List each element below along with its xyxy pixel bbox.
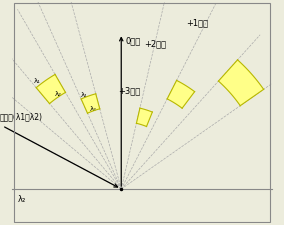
Text: λ₂: λ₂ [18, 195, 26, 204]
Polygon shape [218, 60, 264, 106]
Polygon shape [81, 94, 100, 113]
Text: λ₂: λ₂ [55, 91, 62, 97]
Text: +1次光: +1次光 [186, 18, 208, 27]
Polygon shape [167, 80, 195, 108]
Text: λ₁: λ₁ [80, 92, 87, 98]
Text: 0次光: 0次光 [125, 36, 140, 45]
Polygon shape [136, 108, 152, 126]
Text: λ₂: λ₂ [90, 106, 97, 112]
Text: 入射光(λ1～λ2): 入射光(λ1～λ2) [0, 113, 43, 122]
Polygon shape [36, 74, 66, 104]
Text: +2次光: +2次光 [145, 39, 167, 48]
Polygon shape [0, 72, 2, 116]
Text: λ₁: λ₁ [33, 78, 40, 84]
Text: +3次光: +3次光 [119, 86, 141, 95]
